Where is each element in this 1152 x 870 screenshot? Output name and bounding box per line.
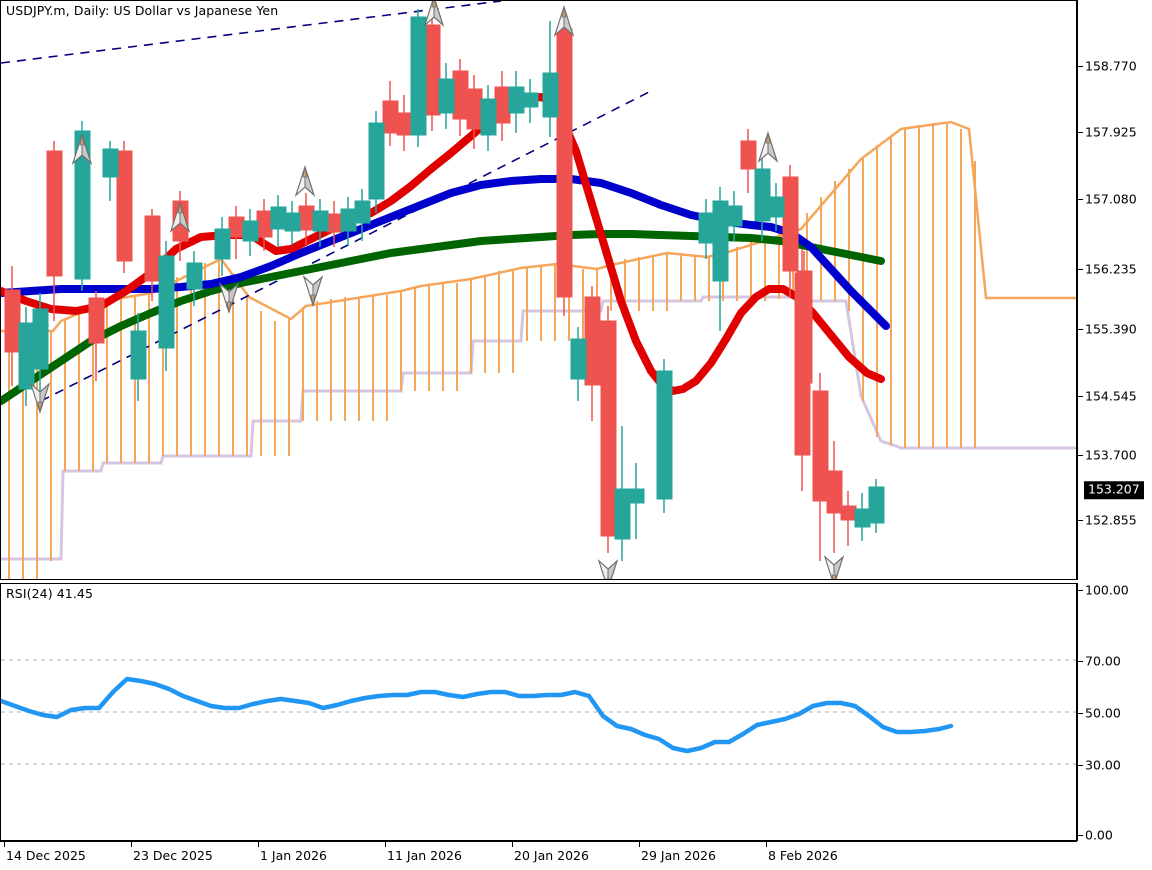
time-axis-baseline xyxy=(0,841,1077,842)
time-tick-label: 23 Dec 2025 xyxy=(133,848,213,863)
rsi-indicator-panel[interactable]: RSI(24) 41.45 xyxy=(0,583,1077,841)
arrow-up-icon[interactable] xyxy=(295,166,315,196)
price-tick-label: 153.700 xyxy=(1085,447,1137,463)
arrow-down-icon[interactable] xyxy=(598,560,618,579)
ichimoku-senkou-b xyxy=(1,295,1076,561)
time-tick-label: 1 Jan 2026 xyxy=(260,848,327,863)
ichimoku-cloud-hatching xyxy=(8,123,976,579)
arrow-down-icon[interactable] xyxy=(303,276,323,306)
rsi-line xyxy=(1,676,954,754)
price-tick-label: 152.855 xyxy=(1085,512,1137,528)
price-tick-label: 155.390 xyxy=(1085,321,1137,337)
price-plot-area[interactable] xyxy=(1,1,1076,579)
price-y-axis: 158.770 157.925 157.080 156.235 155.390 … xyxy=(1077,0,1152,580)
price-tick-label: 156.235 xyxy=(1085,261,1137,277)
rsi-tick-label: 0.00 xyxy=(1085,827,1113,843)
arrow-down-icon[interactable] xyxy=(824,556,844,579)
time-tick-label: 8 Feb 2026 xyxy=(768,848,838,863)
price-tick-label: 154.545 xyxy=(1085,388,1137,404)
price-chart-panel[interactable]: USDJPY.m, Daily: US Dollar vs Japanese Y… xyxy=(0,0,1077,580)
price-chart-title: USDJPY.m, Daily: US Dollar vs Japanese Y… xyxy=(6,3,279,18)
rsi-plot-svg xyxy=(1,659,1076,765)
ma-slow-green xyxy=(1,230,885,405)
price-tick-label: 157.080 xyxy=(1085,191,1137,207)
rsi-title: RSI(24) 41.45 xyxy=(6,586,94,601)
time-x-axis: 14 Dec 2025 23 Dec 2025 1 Jan 2026 11 Ja… xyxy=(0,841,1077,870)
rsi-plot-area[interactable] xyxy=(1,584,1076,840)
axis-corner-blank xyxy=(1077,841,1152,870)
price-plot-svg xyxy=(1,1,1076,579)
rsi-tick-label: 50.00 xyxy=(1085,705,1121,721)
rsi-axis-line xyxy=(1077,583,1078,841)
rsi-gridlines xyxy=(1,659,1076,765)
time-tick-label: 14 Dec 2025 xyxy=(6,848,86,863)
rsi-y-axis: 100.00 70.00 50.00 30.00 0.00 xyxy=(1077,582,1152,843)
rsi-tick-label: 70.00 xyxy=(1085,653,1121,669)
price-tick-label: 157.925 xyxy=(1085,124,1137,140)
time-tick-label: 20 Jan 2026 xyxy=(514,848,589,863)
current-price-label: 153.207 xyxy=(1084,481,1144,499)
rsi-tick-label: 100.00 xyxy=(1085,582,1129,598)
time-tick-label: 29 Jan 2026 xyxy=(641,848,716,863)
arrow-up-icon[interactable] xyxy=(758,132,778,162)
arrow-up-icon[interactable] xyxy=(424,1,444,26)
candlestick-series xyxy=(4,9,885,561)
price-axis-line xyxy=(1077,0,1078,580)
time-tick-label: 11 Jan 2026 xyxy=(387,848,462,863)
price-tick-label: 158.770 xyxy=(1085,58,1137,74)
rsi-tick-label: 30.00 xyxy=(1085,757,1121,773)
